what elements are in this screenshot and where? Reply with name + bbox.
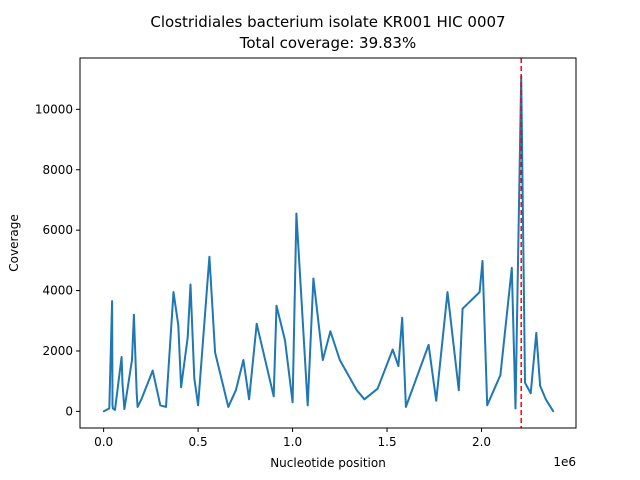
coverage-point [180,386,182,389]
coverage-point [481,260,484,262]
coverage-point [291,401,294,404]
coverage-point [193,377,196,380]
y-tick-label: 4000 [42,284,73,298]
chart-subtitle: Total coverage: 39.83% [239,34,416,52]
y-tick-label: 6000 [42,223,73,237]
y-tick-label: 0 [65,404,73,418]
x-tick-label: 0.0 [94,435,113,449]
coverage-point [529,392,532,395]
coverage-point [446,291,449,293]
coverage-point [208,255,211,258]
coverage-point [136,406,139,408]
coverage-point [461,307,464,310]
coverage-point [376,387,379,390]
coverage-point [306,404,309,407]
coverage-point [478,291,481,293]
coverage-point [356,389,358,392]
coverage-point [121,383,124,386]
coverage-series-line [103,75,555,413]
coverage-point [401,317,404,319]
coverage-point [514,407,517,410]
coverage-point [102,410,105,413]
coverage-point [108,407,111,410]
coverage-point [114,409,116,411]
coverage-point [272,395,275,398]
coverage-point [151,369,154,372]
coverage-point [312,277,315,280]
x-tick-label: 0.5 [189,435,208,449]
x-tick-label: 1.0 [283,435,302,449]
coverage-point [435,400,438,402]
coverage-point [322,359,324,361]
coverage-point [458,389,460,392]
x-offset-label: 1e6 [553,455,576,469]
coverage-point [295,212,298,215]
coverage-point [135,392,138,395]
coverage-point [552,410,555,413]
coverage-point [159,404,162,407]
coverage-point [524,381,526,384]
coverage-point [486,404,489,407]
plot-area [102,58,555,428]
coverage-point [177,324,180,327]
plot-frame [79,57,577,429]
coverage-point [111,300,113,302]
y-tick-label: 8000 [42,163,73,177]
x-axis-label: Nucleotide position [270,456,386,470]
coverage-point [214,351,216,354]
coverage-point [391,348,394,351]
coverage-point [131,359,133,361]
coverage-point [186,336,189,339]
x-tick-label: 2.0 [472,435,491,449]
coverage-point [363,398,366,401]
chart-title: Clostridiales bacterium isolate KR001 HI… [150,13,505,31]
coverage-point [329,330,332,333]
x-tick-label: 1.5 [378,435,397,449]
y-axis-label: Coverage [7,214,21,272]
coverage-point [405,406,407,408]
coverage-point [189,283,192,286]
coverage-point [255,323,258,325]
coverage-point [248,398,250,401]
coverage-point [133,313,135,316]
x-axis: 0.0 0.5 1.0 1.5 2.0 [94,428,491,449]
coverage-point [427,344,430,346]
coverage-point [539,384,541,387]
coverage-point [227,406,230,408]
coverage-point [140,398,143,401]
coverage-point [535,332,538,334]
coverage-point [197,404,199,407]
coverage-point [511,267,513,269]
coverage-point [120,356,123,358]
coverage-point [123,408,126,410]
y-tick-label: 2000 [42,344,73,358]
coverage-point [284,339,286,342]
coverage-point [545,398,547,401]
coverage-point [235,389,237,392]
y-axis: 0 2000 4000 6000 8000 10000 [35,102,80,418]
coverage-point [275,304,278,307]
coverage-point [112,407,114,410]
coverage-point [499,374,502,376]
coverage-point [397,365,400,367]
coverage-point [339,359,341,361]
coverage-point [111,404,114,407]
coverage-point [172,291,175,293]
coverage-point [242,359,245,361]
y-tick-label: 10000 [35,102,73,116]
coverage-point [165,406,167,408]
